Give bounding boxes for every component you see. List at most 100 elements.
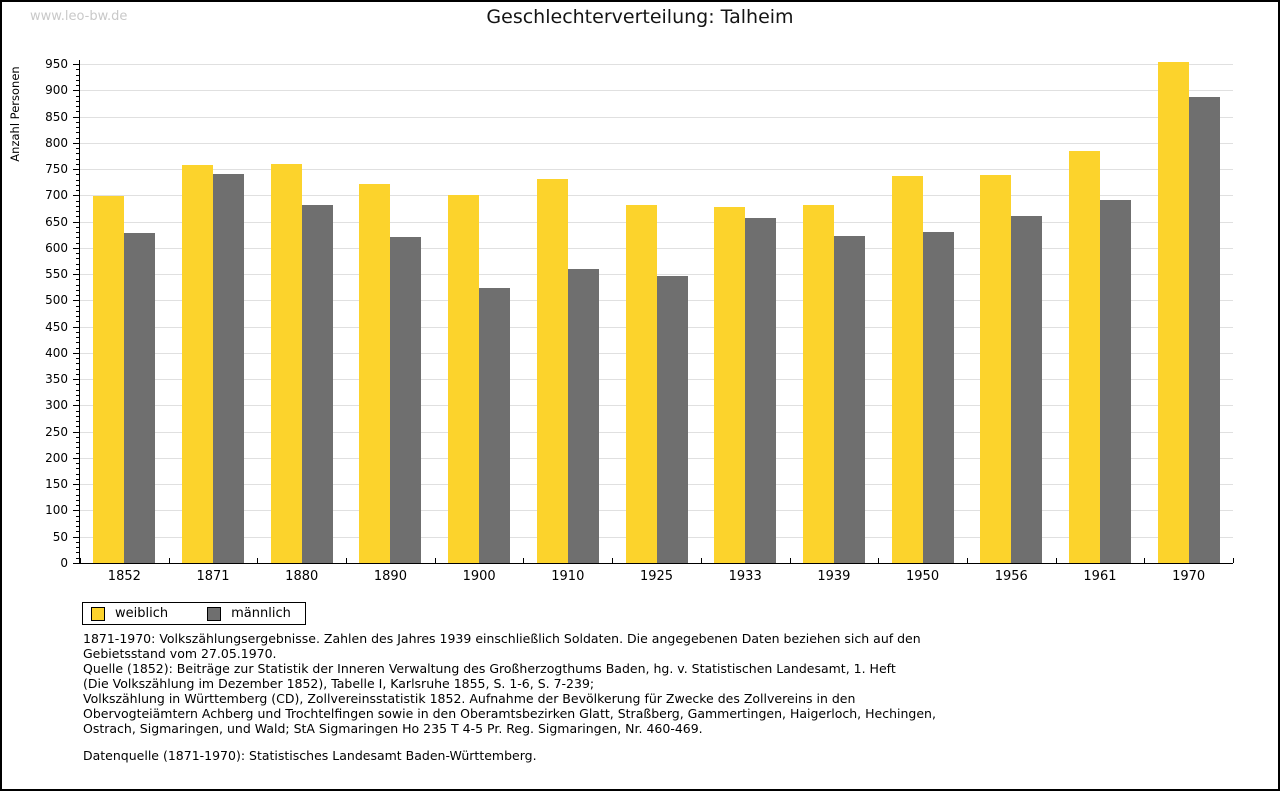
y-major-tick-300: [73, 405, 80, 407]
y-minor-tick-670: [76, 211, 80, 213]
legend-swatch-maennlich: [207, 606, 222, 621]
gridline-700: [80, 195, 1233, 197]
gridline-900: [80, 90, 1233, 92]
y-tick-label-900: 900: [45, 83, 68, 98]
bar-weiblich-1970: [1157, 62, 1189, 563]
bar-männlich-1939: [833, 236, 865, 563]
y-major-tick-750: [73, 169, 80, 171]
y-minor-tick-790: [76, 148, 80, 150]
y-minor-tick-170: [76, 473, 80, 475]
y-minor-tick-660: [76, 216, 80, 218]
plot-area: 0 50 100 150 200 250 300 350 400 450 500 550 600 650 7…: [45, 58, 1234, 584]
bar-weiblich-1933: [714, 207, 746, 563]
x-tick-0: [80, 558, 81, 563]
y-minor-tick-880: [76, 100, 80, 102]
bar-männlich-1961: [1099, 200, 1131, 563]
bar-männlich-1852: [124, 233, 156, 563]
y-tick-label-750: 750: [45, 162, 68, 177]
y-minor-tick-560: [76, 268, 80, 270]
x-label-1890: 1890: [373, 569, 407, 584]
bar-männlich-1890: [390, 237, 422, 563]
y-minor-tick-410: [76, 347, 80, 349]
y-minor-tick-680: [76, 205, 80, 207]
y-tick-label-350: 350: [45, 372, 68, 387]
y-tick-label-250: 250: [45, 424, 68, 439]
y-minor-tick-720: [76, 184, 80, 186]
y-minor-tick-540: [76, 279, 80, 281]
y-tick-label-850: 850: [45, 109, 68, 124]
y-major-tick-500: [73, 300, 80, 302]
x-tick-12: [1144, 558, 1146, 563]
y-tick-label-0: 0: [60, 556, 68, 570]
y-minor-tick-140: [76, 489, 80, 491]
y-minor-tick-570: [76, 263, 80, 265]
x-tick-11: [1055, 558, 1057, 563]
y-tick-label-950: 950: [45, 57, 68, 71]
y-minor-tick-340: [76, 384, 80, 386]
x-tick-6: [612, 558, 614, 563]
y-minor-tick-130: [76, 494, 80, 496]
y-axis-label: Anzahl Personen: [8, 66, 22, 162]
gridline-850: [80, 116, 1233, 118]
y-minor-tick-160: [76, 478, 80, 480]
y-minor-tick-270: [76, 421, 80, 423]
x-tick-10: [966, 558, 968, 563]
y-tick-label-50: 50: [52, 529, 68, 544]
y-minor-tick-870: [76, 106, 80, 108]
gridline-750: [80, 169, 1233, 171]
y-tick-label-800: 800: [45, 135, 68, 150]
y-minor-tick-490: [76, 305, 80, 307]
y-tick-label-700: 700: [45, 188, 68, 203]
y-major-tick-350: [73, 379, 80, 381]
bar-männlich-1910: [567, 269, 599, 563]
y-major-tick-850: [73, 116, 80, 118]
y-major-tick-950: [73, 64, 80, 65]
legend-item-maennlich: männlich: [207, 606, 291, 621]
y-tick-label-600: 600: [45, 240, 68, 255]
y-minor-tick-110: [76, 505, 80, 507]
y-minor-tick-40: [76, 541, 80, 543]
bar-weiblich-1880: [270, 164, 302, 563]
y-minor-tick-770: [76, 158, 80, 160]
y-major-tick-650: [73, 221, 80, 223]
x-tick-7: [700, 558, 702, 563]
y-tick-label-650: 650: [45, 214, 68, 229]
y-major-tick-550: [73, 274, 80, 276]
y-minor-tick-290: [76, 410, 80, 412]
x-tick-3: [346, 558, 348, 563]
gridline-600: [80, 247, 1233, 249]
legend-item-weiblich: weiblich: [91, 606, 168, 621]
gridline-800: [80, 142, 1233, 144]
x-tick-2: [257, 558, 259, 563]
y-minor-tick-510: [76, 295, 80, 297]
y-minor-tick-460: [76, 321, 80, 323]
y-minor-tick-810: [76, 137, 80, 139]
y-minor-tick-840: [76, 121, 80, 123]
bar-männlich-1933: [745, 218, 777, 563]
y-minor-tick-70: [76, 526, 80, 528]
gridline-950: [80, 64, 1233, 65]
bar-weiblich-1890: [359, 184, 391, 563]
y-minor-tick-220: [76, 447, 80, 449]
bar-weiblich-1961: [1068, 151, 1100, 563]
bar-weiblich-1900: [448, 195, 480, 563]
y-minor-tick-90: [76, 515, 80, 517]
bar-männlich-1880: [301, 205, 333, 563]
x-label-1871: 1871: [196, 569, 230, 584]
y-minor-tick-640: [76, 226, 80, 228]
y-major-tick-400: [73, 352, 80, 354]
x-label-1961: 1961: [1083, 569, 1117, 584]
y-tick-label-500: 500: [45, 293, 68, 308]
legend-label-maennlich: männlich: [231, 606, 291, 621]
y-minor-tick-330: [76, 389, 80, 391]
y-minor-tick-760: [76, 163, 80, 165]
y-minor-tick-860: [76, 111, 80, 113]
y-tick-label-100: 100: [45, 503, 68, 518]
x-label-1900: 1900: [462, 569, 496, 584]
x-tick-5: [523, 558, 525, 563]
y-minor-tick-190: [76, 463, 80, 465]
y-minor-tick-180: [76, 468, 80, 470]
y-minor-tick-630: [76, 232, 80, 234]
y-minor-tick-830: [76, 127, 80, 129]
